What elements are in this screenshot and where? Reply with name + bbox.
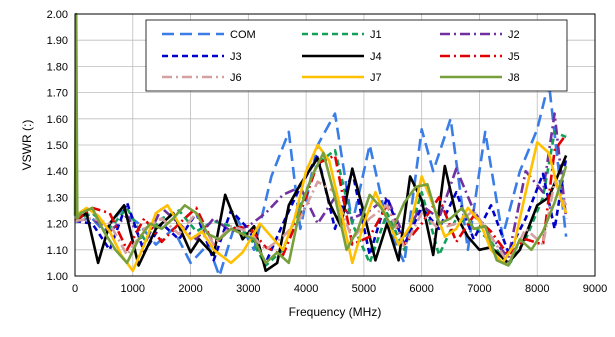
- series-line-j4: [74, 155, 568, 273]
- y-tick-label: 1.00: [47, 271, 68, 283]
- legend-label-j5: J5: [508, 51, 520, 63]
- y-tick-label: 1.70: [47, 88, 68, 100]
- x-tick-label: 1000: [121, 283, 145, 295]
- legend-label-com: COM: [230, 29, 256, 41]
- x-tick-label: 9000: [583, 283, 607, 295]
- plot-border: [74, 13, 596, 277]
- x-tick-label: 3000: [236, 283, 260, 295]
- legend: COM J1 J2 J3 J4 J5 J6 J7 J8: [145, 19, 568, 92]
- series-line-j8: [73, 12, 568, 267]
- x-tick-label: 0: [72, 283, 78, 295]
- legend-label-j3: J3: [230, 51, 242, 63]
- y-axis-title: VSWR (:): [20, 120, 34, 171]
- tick-labels: 0 1000 2000 3000 4000 5000 6000 7000 8000 9000 1.0…: [47, 9, 608, 295]
- series-line-j1: [74, 130, 567, 267]
- series-line-j6: [74, 180, 568, 265]
- legend-label-j7: J7: [370, 72, 382, 84]
- y-tick-label: 1.40: [47, 166, 68, 178]
- y-tick-label: 1.30: [47, 192, 68, 204]
- axes: [74, 13, 596, 277]
- legend-label-j4: J4: [370, 51, 382, 63]
- legend-label-j1: J1: [370, 29, 382, 41]
- y-tick-label: 1.80: [47, 61, 68, 73]
- series-line-j7: [74, 141, 568, 273]
- y-tick-label: 1.10: [47, 245, 68, 257]
- series-lines: [73, 12, 568, 278]
- legend-label-j8: J8: [508, 72, 520, 84]
- y-tick-label: 1.90: [47, 35, 68, 47]
- y-tick-label: 1.50: [47, 140, 68, 152]
- x-tick-label: 2000: [178, 283, 202, 295]
- x-tick-label: 5000: [352, 283, 376, 295]
- x-tick-label: 8000: [525, 283, 549, 295]
- x-tick-label: 7000: [467, 283, 491, 295]
- y-tick-label: 1.60: [47, 114, 68, 126]
- x-axis-title: Frequency (MHz): [289, 305, 382, 319]
- legend-label-j2: J2: [508, 29, 520, 41]
- legend-label-j6: J6: [230, 72, 242, 84]
- y-tick-label: 1.20: [47, 219, 68, 231]
- x-tick-label: 4000: [294, 283, 318, 295]
- y-tick-label: 2.00: [47, 9, 68, 21]
- x-tick-label: 6000: [409, 283, 433, 295]
